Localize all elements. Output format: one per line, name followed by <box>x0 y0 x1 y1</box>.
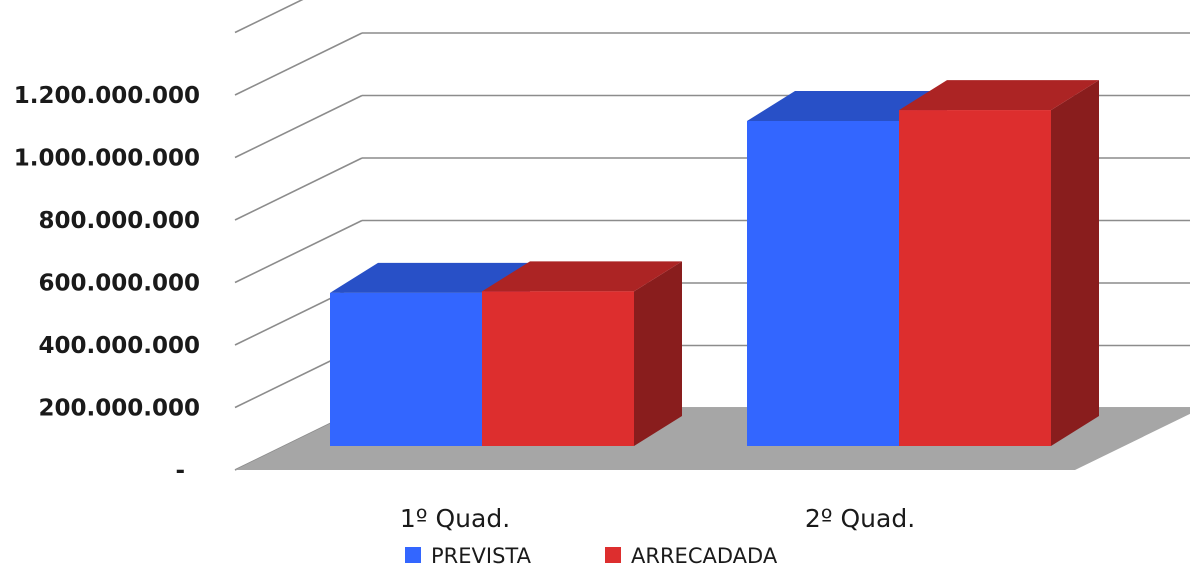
legend-label: PREVISTA <box>431 544 532 568</box>
bars <box>330 80 1099 446</box>
y-tick-label: - <box>175 458 185 484</box>
gridline-side <box>234 32 363 96</box>
y-tick-label: 1.000.000.000 <box>14 146 200 172</box>
y-tick-label: 800.000.000 <box>38 208 200 234</box>
bar-front <box>899 110 1051 446</box>
gridline-side <box>234 94 363 159</box>
y-tick-label: 200.000.000 <box>38 396 200 422</box>
legend-item: PREVISTA <box>405 544 532 568</box>
bar-front <box>747 121 899 446</box>
legend-item: ARRECADADA <box>605 544 778 568</box>
bar-top <box>330 262 530 293</box>
legend-swatch <box>605 547 621 563</box>
gridline-side <box>234 0 304 34</box>
x-tick-label: 1º Quad. <box>400 504 510 533</box>
bar-front <box>330 292 482 446</box>
bar-side <box>634 261 682 446</box>
gridline-side <box>234 157 363 221</box>
bar-front <box>482 291 634 446</box>
gridline-side <box>234 219 363 284</box>
y-axis-ticks: - 200.000.000 400.000.000 600.000.000 800.00… <box>14 83 200 484</box>
bar-top <box>899 80 1099 111</box>
x-tick-label: 2º Quad. <box>805 504 915 533</box>
legend-swatch <box>405 547 421 563</box>
legend-label: ARRECADADA <box>631 544 778 568</box>
y-tick-label: 1.200.000.000 <box>14 83 200 109</box>
bar-side <box>1051 80 1099 446</box>
bar-top <box>482 261 682 292</box>
legend: PREVISTA ARRECADADA <box>405 544 778 568</box>
bar-top <box>747 91 947 121</box>
y-tick-label: 400.000.000 <box>38 333 200 359</box>
bar-arrecadada-1 <box>482 261 682 446</box>
y-tick-label: 600.000.000 <box>38 271 200 297</box>
bar-arrecadada-2 <box>899 80 1099 446</box>
x-axis-ticks: 1º Quad. 2º Quad. <box>400 504 915 533</box>
